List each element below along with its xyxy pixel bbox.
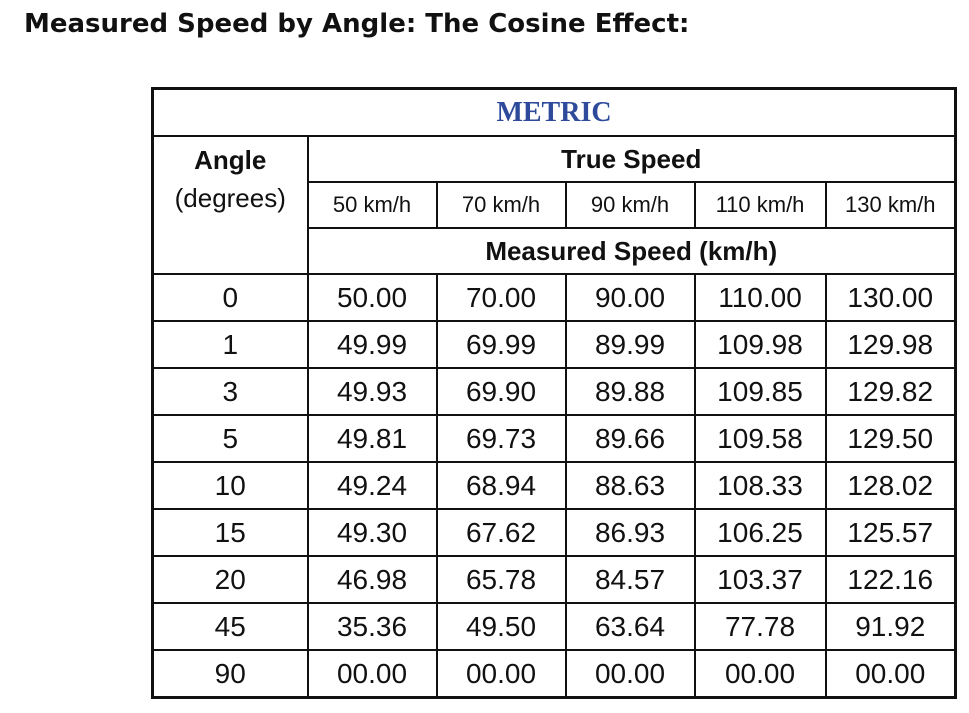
measured-speed-cell: 89.88 — [564, 367, 696, 416]
angle-header: Angle — [194, 145, 267, 175]
measured-speed-cell: 86.93 — [564, 508, 696, 557]
table-row: 3 49.93 69.90 89.88 109.85 129.82 — [151, 367, 957, 416]
measured-header-row: Measured Speed (km/h) — [153, 227, 957, 275]
measured-speed-cell: 128.02 — [824, 461, 957, 510]
angle-cell: 90 — [151, 649, 309, 699]
table-row: 10 49.24 68.94 88.63 108.33 128.02 — [151, 461, 957, 510]
measured-speed-cell: 00.00 — [306, 649, 438, 699]
table-row: 5 49.81 69.73 89.66 109.58 129.50 — [151, 414, 957, 463]
measured-speed-cell: 68.94 — [435, 461, 567, 510]
angle-cell: 3 — [151, 367, 309, 416]
table-row: 45 35.36 49.50 63.64 77.78 91.92 — [151, 602, 957, 651]
measured-speed-cell: 49.81 — [306, 414, 438, 463]
measured-speed-cell: 50.00 — [306, 273, 438, 322]
page-title: Measured Speed by Angle: The Cosine Effe… — [24, 9, 690, 39]
measured-speed-cell: 129.98 — [824, 320, 957, 369]
angle-unit: (degrees) — [174, 183, 286, 213]
table-row: 20 46.98 65.78 84.57 103.37 122.16 — [151, 555, 957, 604]
true-speed-row: Angle (degrees) True Speed — [151, 135, 957, 275]
measured-speed-cell: 125.57 — [824, 508, 957, 557]
measured-speed-cell: 89.99 — [564, 320, 696, 369]
measured-speed-cell: 108.33 — [693, 461, 827, 510]
measured-speed-cell: 109.85 — [693, 367, 827, 416]
measured-speed-cell: 89.66 — [564, 414, 696, 463]
measured-speed-cell: 69.90 — [435, 367, 567, 416]
measured-speed-cell: 90.00 — [564, 273, 696, 322]
measured-speed-cell: 69.99 — [435, 320, 567, 369]
measured-speed-cell: 49.50 — [435, 602, 567, 651]
speed-column-header: 70 km/h — [435, 181, 567, 229]
measured-speed-cell: 00.00 — [435, 649, 567, 699]
measured-speed-cell: 109.58 — [693, 414, 827, 463]
measured-speed-cell: 129.50 — [824, 414, 957, 463]
angle-cell: 20 — [151, 555, 309, 604]
metric-label: METRIC — [151, 87, 957, 137]
measured-speed-cell: 00.00 — [693, 649, 827, 699]
measured-speed-cell: 129.82 — [824, 367, 957, 416]
speed-table: METRIC Angle (degrees) True Speed 50 km/… — [151, 87, 957, 699]
measured-speed-cell: 88.63 — [564, 461, 696, 510]
angle-header-cell: Angle (degrees) — [151, 135, 309, 275]
measured-speed-cell: 109.98 — [693, 320, 827, 369]
speed-column-header: 110 km/h — [693, 181, 827, 229]
measured-speed-cell: 49.99 — [306, 320, 438, 369]
measured-speed-cell: 49.24 — [306, 461, 438, 510]
measured-speed-cell: 106.25 — [693, 508, 827, 557]
table-row: 1 49.99 69.99 89.99 109.98 129.98 — [151, 320, 957, 369]
table-row: 90 00.00 00.00 00.00 00.00 00.00 — [151, 649, 957, 699]
angle-cell: 5 — [151, 414, 309, 463]
measured-speed-cell: 69.73 — [435, 414, 567, 463]
angle-cell: 10 — [151, 461, 309, 510]
measured-speed-cell: 49.93 — [306, 367, 438, 416]
measured-speed-cell: 103.37 — [693, 555, 827, 604]
measured-speed-cell: 49.30 — [306, 508, 438, 557]
true-speed-header: True Speed — [306, 135, 957, 183]
table-row: 0 50.00 70.00 90.00 110.00 130.00 — [151, 273, 957, 322]
measured-speed-cell: 65.78 — [435, 555, 567, 604]
speed-column-header: 90 km/h — [564, 181, 696, 229]
measured-speed-cell: 84.57 — [564, 555, 696, 604]
measured-speed-cell: 110.00 — [693, 273, 827, 322]
measured-speed-cell: 130.00 — [824, 273, 957, 322]
measured-speed-cell: 00.00 — [824, 649, 957, 699]
measured-speed-header: Measured Speed (km/h) — [306, 227, 957, 275]
metric-row: METRIC — [151, 87, 957, 137]
angle-cell: 15 — [151, 508, 309, 557]
measured-speed-cell: 67.62 — [435, 508, 567, 557]
measured-speed-cell: 91.92 — [824, 602, 957, 651]
measured-speed-cell: 35.36 — [306, 602, 438, 651]
angle-cell: 45 — [151, 602, 309, 651]
speed-column-header: 130 km/h — [824, 181, 957, 229]
measured-speed-cell: 63.64 — [564, 602, 696, 651]
speed-column-header: 50 km/h — [306, 181, 438, 229]
measured-speed-cell: 46.98 — [306, 555, 438, 604]
angle-cell: 1 — [151, 320, 309, 369]
measured-speed-cell: 70.00 — [435, 273, 567, 322]
angle-cell: 0 — [151, 273, 309, 322]
measured-speed-cell: 00.00 — [564, 649, 696, 699]
measured-speed-cell: 122.16 — [824, 555, 957, 604]
speed-columns-row: 50 km/h 70 km/h 90 km/h 110 km/h 130 km/… — [153, 181, 957, 229]
measured-speed-cell: 77.78 — [693, 602, 827, 651]
table-row: 15 49.30 67.62 86.93 106.25 125.57 — [151, 508, 957, 557]
